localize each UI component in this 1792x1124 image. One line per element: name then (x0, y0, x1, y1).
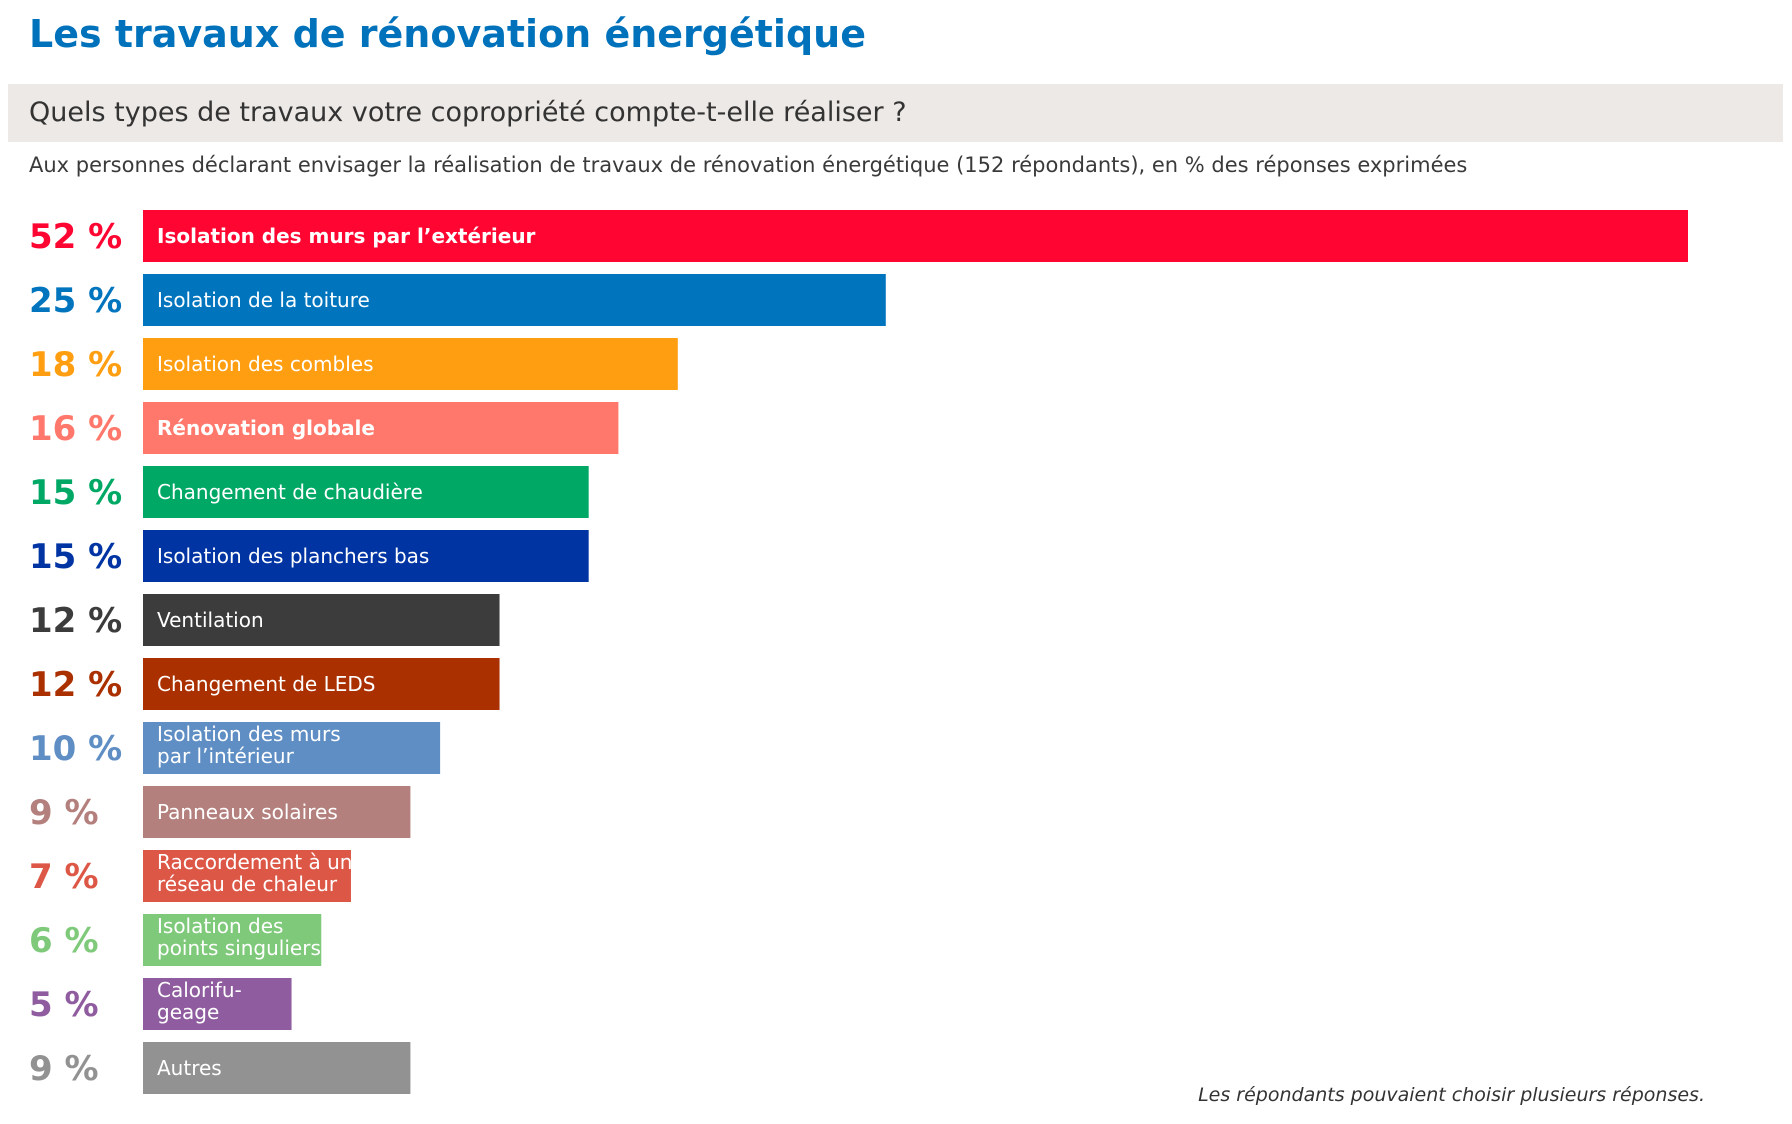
bar (143, 210, 1688, 262)
percent-label: 15 % (29, 473, 122, 513)
bar-category-label: Isolation des combles (157, 352, 374, 376)
bar (143, 722, 441, 774)
bar (143, 786, 411, 838)
percent-label: 9 % (29, 1049, 99, 1089)
bar-category-label-line: geage (157, 1000, 219, 1024)
bar-category-label-line: Isolation des murs (157, 722, 341, 746)
bar-category-label: Panneaux solaires (157, 800, 338, 824)
page-title: Les travaux de rénovation énergétique (29, 12, 866, 56)
percent-label: 9 % (29, 793, 99, 833)
bar (143, 1042, 411, 1094)
bar-category-label: Isolation des murs par l’extérieur (157, 224, 536, 248)
bar-category-label-line: Calorifu- (157, 978, 242, 1002)
bar-category-label: Isolation de la toiture (157, 288, 370, 312)
percent-label: 7 % (29, 857, 99, 897)
percent-label: 18 % (29, 345, 122, 385)
bar (143, 850, 351, 902)
bar-category-label: Calorifu-geage (157, 978, 242, 1024)
percent-label: 25 % (29, 281, 122, 321)
bar (143, 466, 589, 518)
percent-label: 5 % (29, 985, 99, 1025)
bar (143, 594, 500, 646)
question-text: Quels types de travaux votre copropriété… (29, 97, 907, 128)
percent-label: 12 % (29, 601, 122, 641)
percent-label: 52 % (29, 217, 122, 257)
bar-category-label: Rénovation globale (157, 416, 375, 440)
percent-label: 10 % (29, 729, 122, 769)
bar-category-label: Autres (157, 1056, 222, 1080)
bar-category-label: Isolation des planchers bas (157, 544, 429, 568)
bar (143, 402, 619, 454)
bar (143, 978, 292, 1030)
bar-category-label-line: réseau de chaleur (157, 872, 338, 896)
bar-category-label-line: par l’intérieur (157, 744, 295, 768)
bar-category-label: Changement de chaudière (157, 480, 423, 504)
chart-subtitle: Aux personnes déclarant envisager la réa… (29, 153, 1468, 177)
percent-label: 6 % (29, 921, 99, 961)
percent-label: 12 % (29, 665, 122, 705)
bar (143, 658, 500, 710)
bar-category-label-line: Raccordement à un (157, 850, 352, 874)
bar-category-label: Raccordement à un réseau de chaleur (157, 850, 352, 896)
bar-category-label-line: points singuliers (157, 936, 321, 960)
footnote: Les répondants pouvaient choisir plusieu… (1198, 1084, 1705, 1106)
percent-label: 16 % (29, 409, 122, 449)
bar-category-label: Isolation des points singuliers (157, 914, 321, 960)
bar (143, 914, 322, 966)
bar-category-label: Isolation des murs par l’intérieur (157, 722, 341, 768)
bar-category-label: Changement de LEDS (157, 672, 375, 696)
bar-category-label: Ventilation (157, 608, 264, 632)
question-band: Quels types de travaux votre copropriété… (8, 84, 1783, 142)
bar (143, 338, 678, 390)
bar (143, 274, 886, 326)
bar-category-label-line: Isolation des (157, 914, 283, 938)
bar (143, 530, 589, 582)
percent-label: 15 % (29, 537, 122, 577)
